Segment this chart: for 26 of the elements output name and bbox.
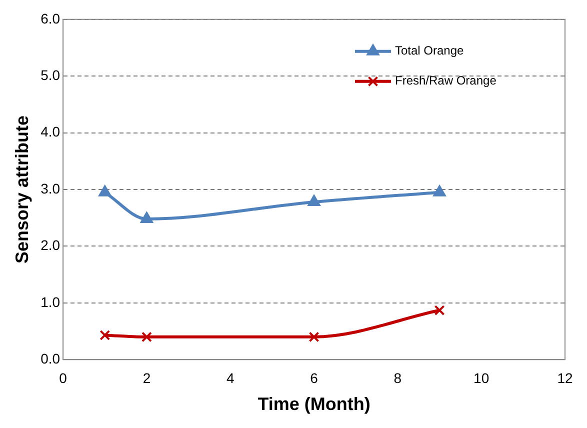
x-tick-label: 4	[226, 370, 234, 386]
legend-label: Fresh/Raw Orange	[395, 74, 497, 88]
y-tick-label: 2.0	[40, 237, 60, 254]
x-tick-label: 10	[474, 370, 490, 386]
y-tick-label: 0.0	[40, 350, 60, 366]
y-axis-title: Sensory attribute	[12, 115, 32, 264]
point	[434, 305, 445, 316]
y-tick-label: 5.0	[40, 66, 60, 83]
point	[98, 185, 112, 196]
point	[141, 332, 152, 342]
point	[100, 330, 110, 340]
x-tick-label: 0	[59, 370, 68, 386]
x-tick-label: 12	[557, 370, 573, 386]
x-axis-title: Time (Month)	[258, 394, 370, 414]
point	[308, 194, 320, 206]
y-tick-label: 6.0	[40, 10, 60, 26]
point	[433, 185, 446, 196]
x-tick-label: 2	[142, 370, 151, 386]
point	[308, 332, 320, 342]
legend-label: Total Orange	[395, 44, 464, 58]
y-tick-label: 1.0	[40, 294, 60, 310]
y-tick-label: 3.0	[40, 180, 60, 196]
point	[140, 212, 153, 223]
x-tick-label: 6	[310, 370, 318, 386]
y-tick-label: 4.0	[40, 124, 60, 140]
x-tick-label: 8	[394, 370, 402, 386]
